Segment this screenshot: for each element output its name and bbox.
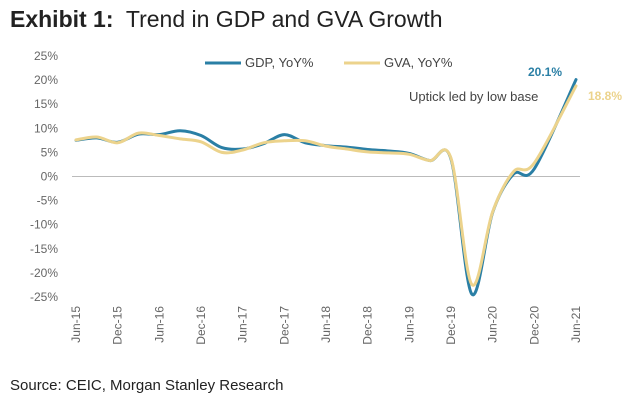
x-tick-label: Jun-15 (69, 306, 83, 343)
y-tick-label: 25% (34, 49, 58, 63)
gva-legend-label: GVA, YoY% (384, 55, 453, 70)
x-tick-label: Jun-18 (319, 306, 333, 343)
y-tick-label: -20% (30, 266, 58, 280)
x-tick-label: Dec-19 (444, 306, 458, 345)
uptick-annotation: Uptick led by low base (409, 89, 538, 104)
y-tick-label: -10% (30, 218, 58, 232)
x-tick-label: Jun-17 (236, 306, 250, 343)
x-tick-label: Dec-16 (194, 306, 208, 345)
y-tick-label: 10% (34, 121, 58, 135)
x-tick-label: Jun-19 (402, 306, 416, 343)
x-tick-label: Jun-16 (152, 306, 166, 343)
x-tick-label: Jun-20 (486, 306, 500, 343)
chart-title: Exhibit 1: Trend in GDP and GVA Growth (10, 6, 443, 33)
y-tick-label: 20% (34, 73, 58, 87)
x-tick-label: Dec-15 (111, 306, 125, 345)
line-chart: 25% 20% 15% 10% 5% 0% -5% -10% -15% -20% -25% Jun-1… (30, 49, 622, 345)
y-tick-label: 0% (41, 170, 59, 184)
y-tick-label: -25% (30, 290, 58, 304)
x-tick-label: Dec-17 (277, 306, 291, 345)
gdp-legend-label: GDP, YoY% (245, 55, 314, 70)
y-tick-label: 15% (34, 97, 58, 111)
gdp-last-value-label: 20.1% (528, 65, 562, 79)
x-tick-label: Dec-18 (361, 306, 375, 345)
x-tick-label: Dec-20 (527, 306, 541, 345)
y-tick-label: 5% (41, 145, 59, 159)
source-note: Source: CEIC, Morgan Stanley Research (10, 377, 284, 394)
exhibit-label: Exhibit 1: (10, 6, 114, 32)
y-tick-label: -15% (30, 242, 58, 256)
title-text: Trend in GDP and GVA Growth (125, 6, 443, 32)
x-tick-label: Jun-21 (569, 306, 583, 343)
gva-last-value-label: 18.8% (588, 89, 622, 103)
gdp-series-line (74, 78, 578, 297)
gva-series-line (74, 84, 578, 287)
y-tick-label: -5% (37, 194, 59, 208)
